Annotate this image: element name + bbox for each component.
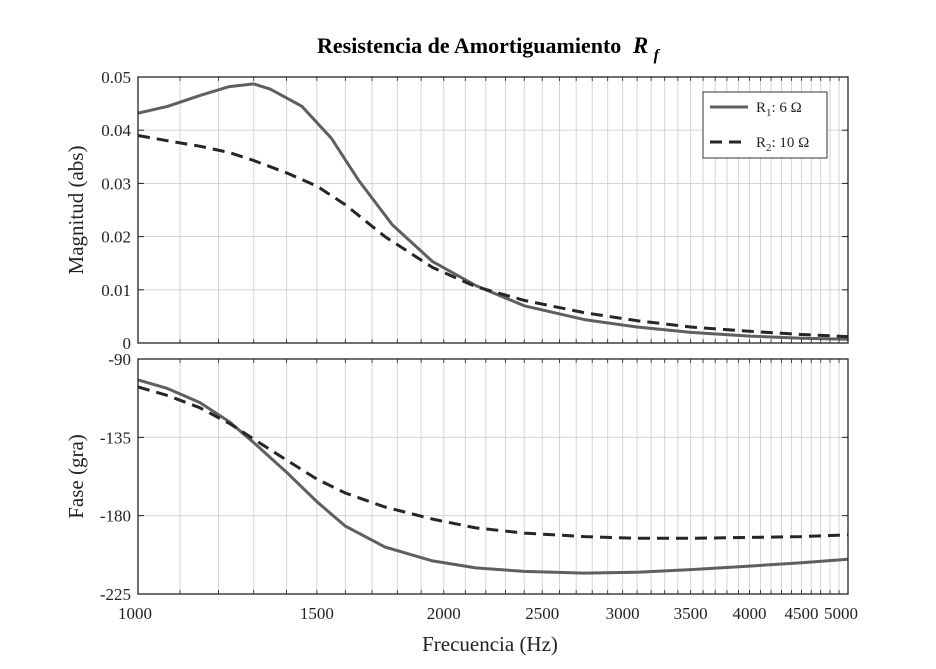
- y-tick-label: -90: [108, 350, 131, 369]
- chart-title-symbol: R: [632, 33, 648, 58]
- phase-grid: [137, 358, 849, 595]
- legend-entry-r1: R1: 6 Ω: [756, 100, 802, 119]
- magnitude-y-label: Magnitud (abs): [64, 146, 88, 275]
- plot-area: [138, 359, 848, 594]
- chart-title: Resistencia de Amortiguamiento R f: [317, 33, 661, 64]
- series-line-r1: [137, 378, 849, 575]
- x-axis-ticks: 1000 1500 2000 2500 3000 3500 4000 4500 5000: [118, 604, 858, 623]
- phase-axes-box: [137, 358, 849, 595]
- y-tick-label: 0.02: [101, 228, 131, 247]
- x-tick-label: 4000: [733, 604, 767, 623]
- chart-title-text: Resistencia de Amortiguamiento: [317, 33, 621, 58]
- y-tick-label: 0.04: [101, 121, 131, 140]
- x-tick-label: 2500: [525, 604, 559, 623]
- y-tick-label: 0.05: [101, 68, 131, 87]
- x-tick-label: 1500: [300, 604, 334, 623]
- magnitude-y-ticks: 0 0.01 0.02 0.03 0.04 0.05: [101, 68, 849, 353]
- magnitude-series: [137, 82, 849, 341]
- x-tick-label: 1000: [118, 604, 152, 623]
- phase-y-ticks: -225 -180 -135 -90: [100, 350, 849, 604]
- series-line-r1: [137, 82, 849, 341]
- phase-y-label: Fase (gra): [64, 434, 88, 519]
- x-tick-label: 2000: [427, 604, 461, 623]
- series-line-r2: [137, 134, 849, 339]
- y-tick-label: 0.03: [101, 174, 131, 193]
- y-tick-label: 0.01: [101, 281, 131, 300]
- phase-series: [137, 378, 849, 575]
- y-tick-label: -225: [100, 585, 131, 604]
- legend: R1: 6 Ω R2: 10 Ω: [702, 91, 828, 159]
- series-line-r2: [137, 385, 849, 540]
- x-tick-label: 4500: [785, 604, 819, 623]
- x-tick-label: 5000: [824, 604, 858, 623]
- y-tick-label: -135: [100, 428, 131, 447]
- legend-box: [702, 91, 828, 159]
- x-tick-label: 3500: [674, 604, 708, 623]
- magnitude-axes-box: [137, 76, 849, 344]
- phase-panel: -225 -180 -135 -90 Fase (gra): [64, 350, 849, 604]
- y-tick-label: -180: [100, 507, 131, 526]
- magnitude-panel: 0 0.01 0.02 0.03 0.04 0.05 Magnitud (abs) R1:…: [64, 68, 849, 353]
- legend-entry-r2: R2: 10 Ω: [756, 135, 809, 154]
- x-tick-label: 3000: [606, 604, 640, 623]
- chart-title-subscript: f: [654, 47, 661, 64]
- y-tick-label: 0: [123, 334, 132, 353]
- x-axis-label: Frecuencia (Hz): [422, 632, 558, 656]
